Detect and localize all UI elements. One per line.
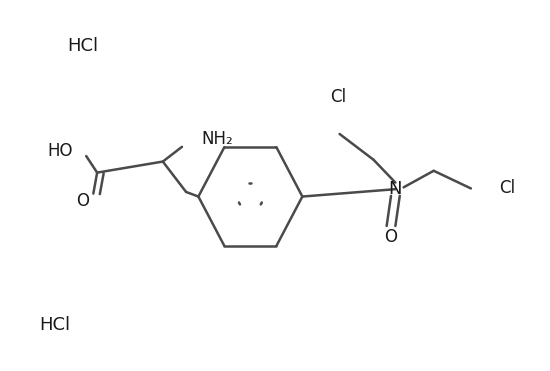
Text: O: O bbox=[384, 228, 398, 246]
Text: N: N bbox=[389, 180, 402, 198]
Text: NH₂: NH₂ bbox=[201, 131, 233, 148]
Text: Cl: Cl bbox=[330, 88, 346, 106]
Text: O: O bbox=[76, 192, 89, 210]
Text: HCl: HCl bbox=[40, 316, 71, 334]
Text: HCl: HCl bbox=[67, 37, 98, 55]
Text: Cl: Cl bbox=[499, 180, 515, 197]
Text: HO: HO bbox=[47, 141, 73, 160]
